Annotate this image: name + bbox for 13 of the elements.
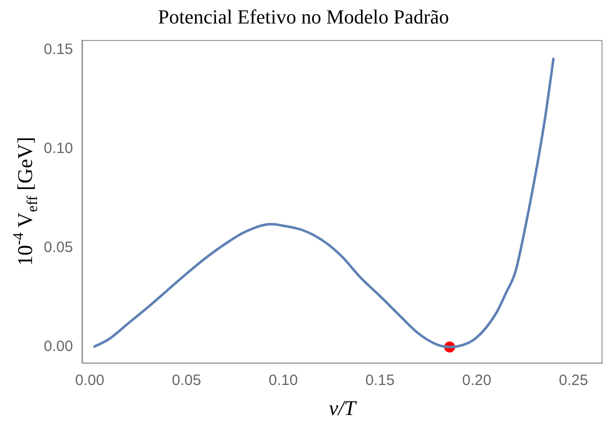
x-tick-label: 0.10: [268, 372, 298, 389]
x-tick-label: 0.15: [365, 372, 395, 389]
x-tick-label: 0.00: [75, 372, 104, 389]
chart-title: Potencial Efetivo no Modelo Padrão: [158, 6, 450, 28]
y-axis-title: 10-4 Veff [GeV]: [11, 136, 41, 266]
y-tick-label: 0.10: [44, 140, 73, 158]
y-tick-label: 0.15: [44, 41, 73, 58]
x-tick-label: 0.20: [462, 372, 492, 389]
x-tick-label: 0.05: [172, 372, 202, 389]
y-tick-label: 0.00: [44, 338, 73, 356]
x-tick-label: 0.25: [558, 372, 588, 389]
y-tick-label: 0.05: [44, 239, 73, 256]
x-axis-title: ν/T: [328, 396, 357, 420]
